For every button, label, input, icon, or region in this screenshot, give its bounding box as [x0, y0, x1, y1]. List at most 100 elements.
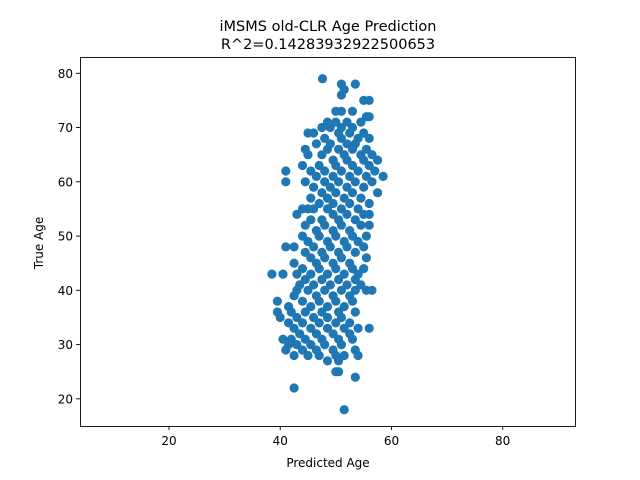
data-point	[350, 307, 360, 317]
data-point	[361, 231, 371, 241]
data-point	[331, 318, 341, 328]
data-point	[345, 128, 355, 138]
data-point	[303, 350, 313, 361]
data-point	[342, 242, 352, 252]
data-point	[267, 269, 277, 279]
data-point	[300, 177, 310, 187]
data-point	[336, 340, 346, 350]
data-point	[317, 122, 327, 133]
data-point	[353, 350, 363, 361]
data-point	[325, 122, 335, 133]
data-point	[350, 79, 360, 89]
data-point	[331, 188, 341, 198]
x-axis-ticks: 20 40 60 80	[161, 426, 510, 448]
data-point	[297, 296, 308, 306]
data-point	[289, 242, 299, 252]
data-points	[267, 74, 388, 415]
data-point	[336, 166, 346, 176]
data-point	[314, 231, 324, 241]
data-point	[309, 182, 319, 192]
data-point	[364, 198, 374, 209]
data-point	[364, 133, 374, 143]
data-point	[292, 209, 302, 219]
data-point	[367, 285, 377, 295]
data-point	[334, 177, 344, 187]
data-point	[309, 242, 319, 252]
data-point	[292, 269, 302, 279]
y-tick-label: 20	[58, 392, 73, 406]
x-axis-label: Predicted Age	[286, 456, 369, 470]
data-point	[373, 188, 383, 198]
data-point	[300, 220, 310, 230]
data-point	[334, 274, 344, 285]
x-tick-label: 60	[384, 434, 399, 448]
data-point	[331, 296, 341, 306]
data-point	[361, 253, 371, 263]
data-point	[322, 312, 333, 323]
data-point	[373, 155, 383, 165]
data-point	[289, 258, 299, 268]
x-tick-label: 80	[495, 434, 510, 448]
plot-area	[80, 57, 576, 427]
data-point	[320, 220, 330, 230]
data-point	[353, 166, 363, 176]
x-tick-label: 40	[273, 434, 288, 448]
data-point	[336, 90, 346, 100]
y-tick-label: 70	[58, 121, 73, 135]
data-point	[303, 150, 313, 160]
data-point	[336, 106, 346, 116]
data-point	[334, 356, 344, 366]
chart-title: iMSMS old-CLR Age Prediction	[220, 19, 437, 35]
x-tick-label: 20	[161, 434, 176, 448]
data-point	[281, 166, 291, 176]
data-point	[350, 177, 360, 187]
y-tick-label: 50	[58, 230, 73, 244]
data-point	[320, 340, 330, 350]
data-point	[297, 160, 308, 171]
data-point	[303, 204, 313, 214]
data-point	[320, 166, 330, 176]
data-point	[275, 312, 285, 323]
data-point	[309, 128, 319, 138]
y-axis-label: True Age	[32, 217, 46, 271]
data-point	[320, 253, 330, 263]
data-point	[378, 171, 388, 181]
data-point	[347, 334, 358, 344]
data-point	[364, 220, 374, 230]
data-point	[359, 182, 369, 192]
data-point	[350, 247, 360, 257]
data-point	[336, 220, 346, 230]
data-point	[367, 177, 377, 187]
y-tick-label: 30	[58, 338, 73, 352]
data-point	[353, 323, 363, 333]
data-point	[364, 209, 374, 219]
data-point	[325, 242, 335, 252]
data-point	[347, 188, 358, 198]
data-point	[317, 274, 327, 285]
data-point	[314, 264, 324, 274]
data-point	[364, 95, 374, 105]
data-point	[278, 269, 288, 279]
data-point	[364, 112, 374, 122]
data-point	[272, 296, 282, 306]
data-point	[347, 296, 358, 306]
data-point	[356, 220, 366, 230]
data-point	[314, 296, 324, 306]
data-point	[336, 253, 346, 263]
data-point	[347, 106, 358, 116]
data-point	[314, 318, 324, 328]
data-point	[342, 209, 352, 219]
data-point	[289, 291, 299, 301]
y-tick-label: 60	[58, 175, 73, 189]
data-point	[364, 323, 374, 333]
data-point	[350, 372, 360, 382]
data-point	[300, 307, 310, 317]
data-point	[359, 242, 369, 252]
data-point	[331, 264, 341, 274]
data-point	[356, 117, 366, 127]
data-point	[289, 350, 299, 361]
data-point	[339, 405, 349, 415]
data-point	[281, 177, 291, 187]
data-point	[289, 383, 299, 393]
data-point	[334, 367, 344, 377]
